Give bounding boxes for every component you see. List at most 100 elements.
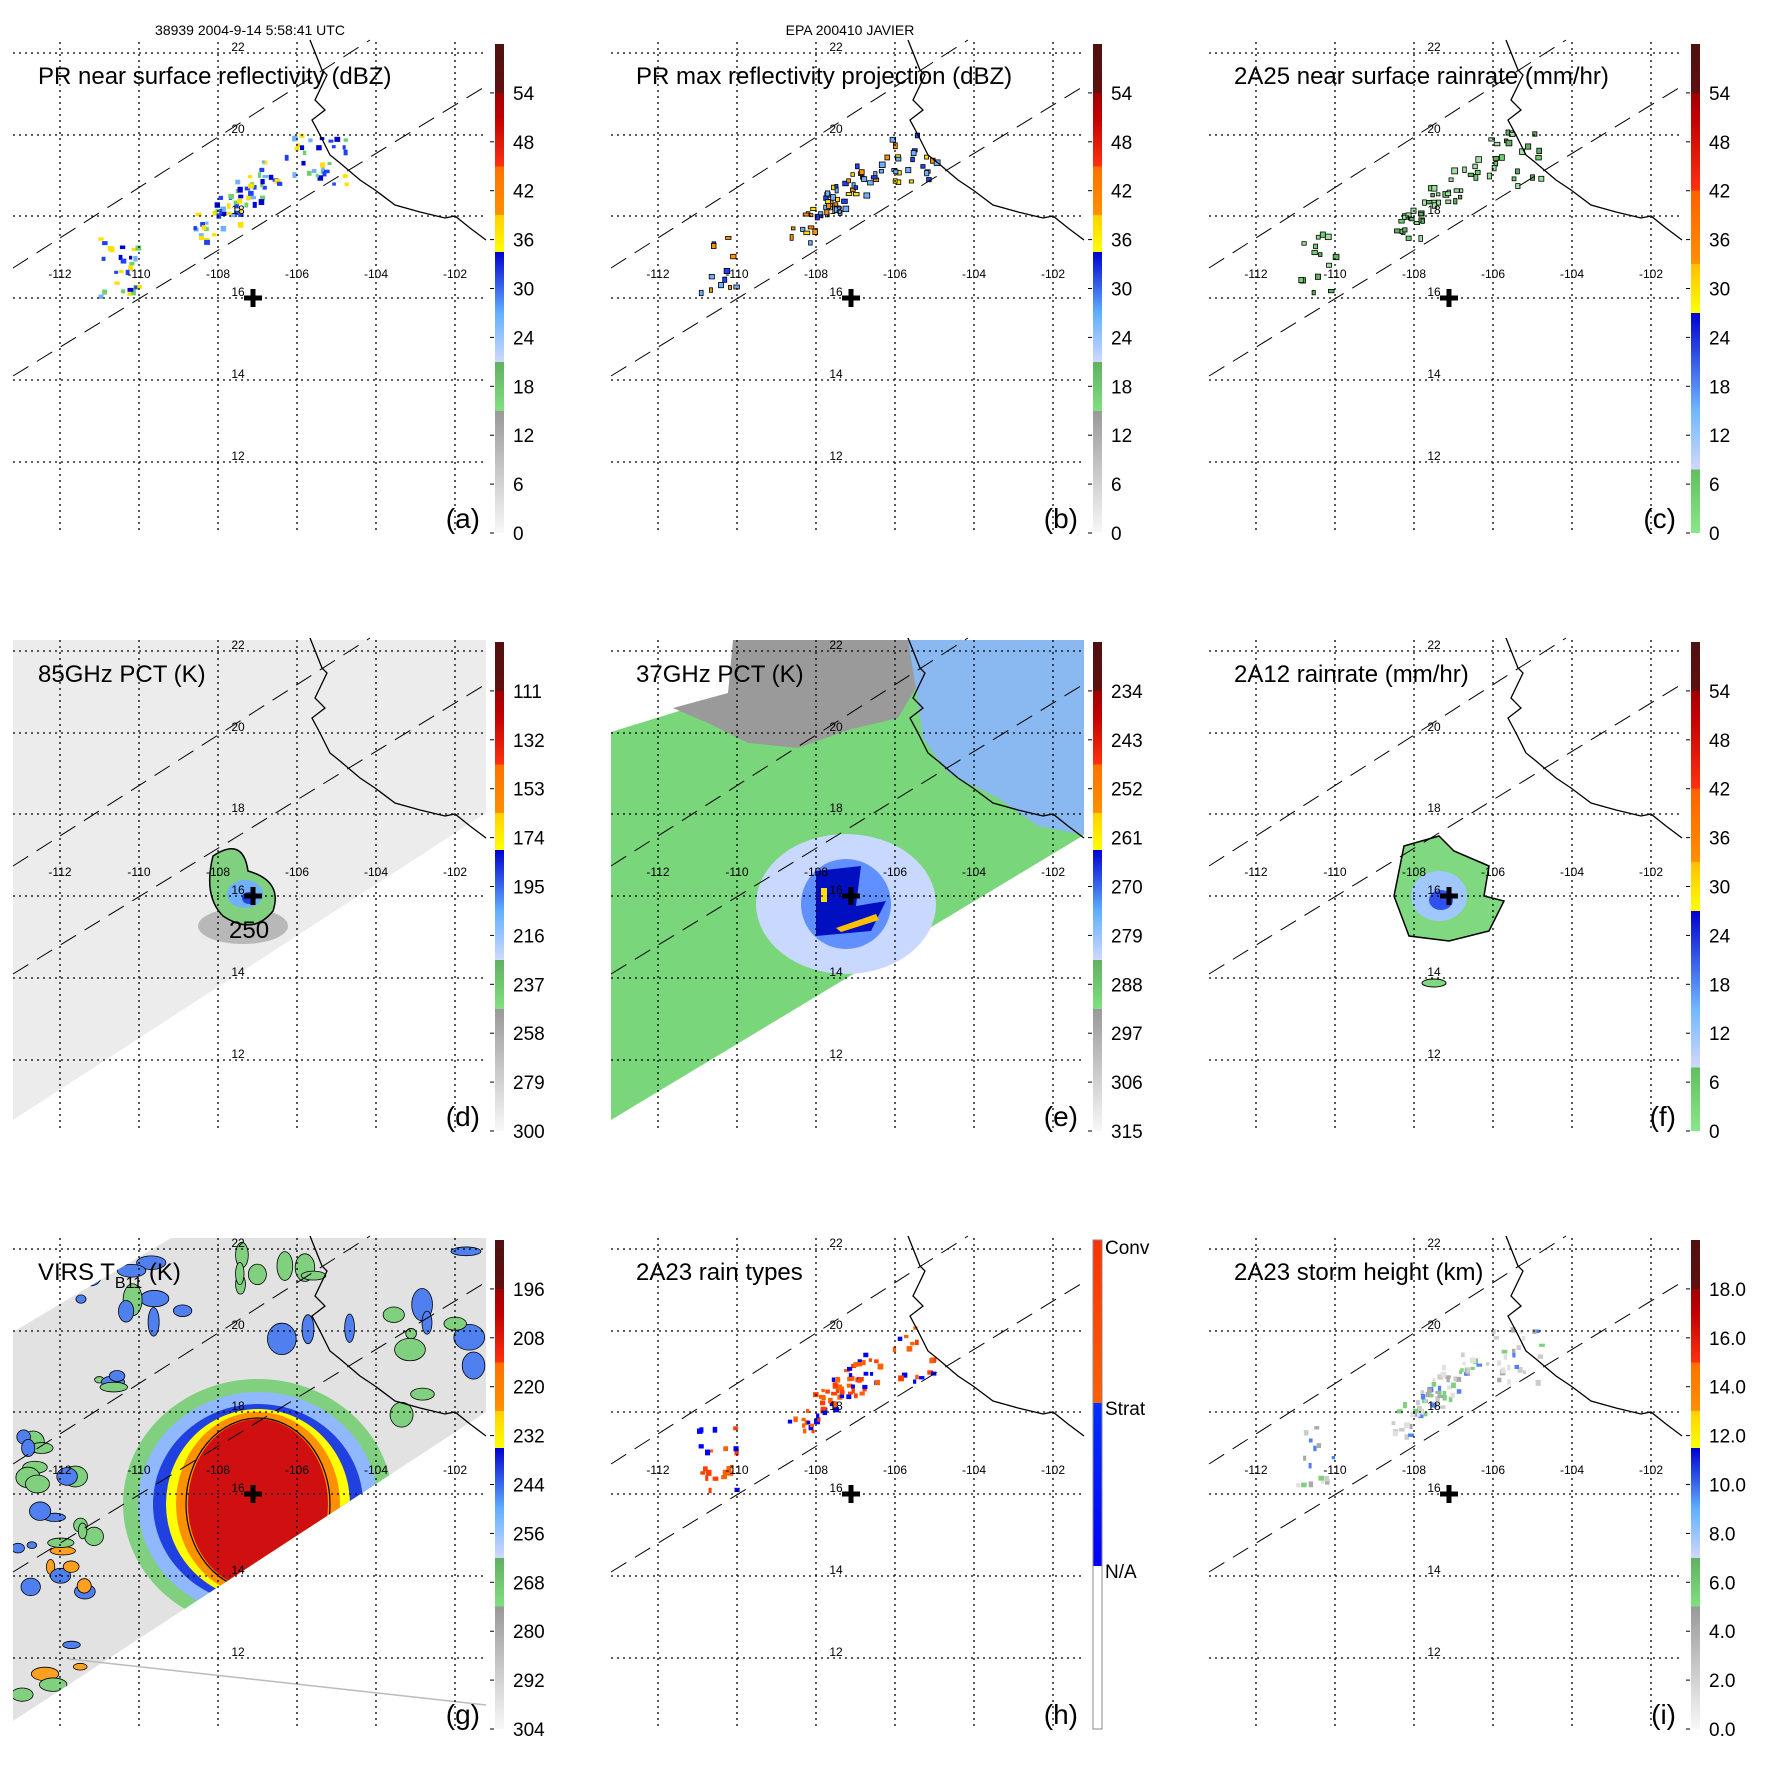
colorbar-label: 54 [1709, 84, 1731, 105]
coastline [907, 39, 1085, 241]
precip-pixel [212, 233, 217, 237]
precip-pixel [1442, 1394, 1447, 1401]
precip-pixel [1505, 139, 1513, 147]
colorbar-label: 0 [1709, 1122, 1720, 1143]
precip-pixel [848, 1391, 854, 1395]
precip-pixel [814, 1418, 820, 1425]
cloud-cell [118, 1300, 135, 1323]
precip-pixel [712, 1476, 719, 1481]
storm-center-cross-icon [244, 1485, 262, 1503]
longitude-label: -110 [725, 865, 748, 879]
colorbar-label: 6 [513, 475, 524, 496]
panel-letter: (i) [1651, 1699, 1676, 1730]
coastline [1505, 39, 1683, 241]
precip-pixel [315, 173, 319, 178]
coastline [907, 637, 1085, 839]
cloud-cell [147, 1307, 160, 1337]
precip-pixel [299, 133, 305, 138]
precip-pixel [699, 1427, 704, 1433]
colorbar-label: 216 [513, 926, 545, 947]
precip-pixel [1332, 253, 1340, 261]
precip-pixel [1437, 1385, 1442, 1391]
longitude-label: -110 [127, 267, 150, 281]
latitude-label: 22 [231, 1236, 245, 1250]
precip-pixel [1461, 1352, 1465, 1358]
precip-pixel [825, 1389, 830, 1394]
precip-pixel [819, 1394, 825, 1399]
precip-pixel [1324, 1476, 1330, 1482]
precip-pixel [835, 1377, 841, 1383]
colorbar [495, 44, 504, 533]
precip-pixel [831, 1391, 838, 1396]
colorbar-label: 315 [1111, 1122, 1143, 1143]
precip-pixel [1315, 234, 1321, 240]
precip-pixel [842, 205, 850, 213]
precip-pixel [838, 1386, 845, 1391]
precip-pixel [1535, 1329, 1540, 1334]
pr-swath-edge [610, 683, 1085, 975]
colorbar-label: 30 [513, 280, 534, 301]
precip-pixel [1431, 184, 1438, 192]
precip-pixel [1503, 1354, 1507, 1360]
precip-pixel [851, 1388, 855, 1394]
precip-pixel [924, 154, 929, 160]
precip-pixel [1501, 1349, 1508, 1354]
latitude-label: 16 [231, 285, 245, 299]
colorbar-label: 18 [1709, 377, 1730, 398]
cloud-cell [62, 1640, 81, 1649]
colorbar-label: 24 [1709, 328, 1731, 349]
precip-pixel [1311, 289, 1316, 296]
precip-pixel [707, 1449, 714, 1453]
storm-center-cross-icon [1440, 1485, 1458, 1503]
longitude-label: -106 [285, 865, 309, 879]
cloud-cell [247, 1263, 267, 1285]
panel-letter: (f) [1650, 1101, 1676, 1132]
precip-pixel [1453, 188, 1460, 193]
precip-pixel [261, 160, 265, 164]
latitude-label: 16 [829, 285, 843, 299]
precip-pixel [259, 167, 265, 173]
latitude-label: 22 [829, 1236, 843, 1250]
pr-swath-edge [610, 85, 1085, 377]
cloud-cell [394, 1337, 426, 1362]
latitude-label: 14 [829, 1563, 843, 1577]
precip-pixel [244, 202, 249, 208]
pr-swath-edge [12, 85, 487, 377]
precip-pixel [1301, 1482, 1307, 1488]
precip-pixel [246, 195, 251, 201]
precip-pixel [1472, 163, 1478, 170]
cloud-cell [267, 1322, 297, 1356]
precip-pixel [1492, 155, 1500, 161]
precip-pixel [260, 184, 264, 188]
precip-pixel [114, 281, 120, 285]
precip-pixel [1394, 228, 1401, 234]
panel-title-subscript: B11 [115, 1275, 142, 1292]
colorbar [495, 642, 504, 1131]
colorbar-label: 24 [513, 328, 535, 349]
panel-title-text: 2A23 storm height (km) [1234, 1259, 1483, 1286]
precip-pixel [133, 255, 138, 262]
precip-pixel [274, 178, 281, 184]
precip-pixel [1486, 1362, 1490, 1366]
panel-letter: (b) [1044, 503, 1078, 534]
precip-pixel [841, 198, 848, 204]
precip-pixel [1316, 1443, 1322, 1449]
panel-g: -112 -110 -108 -106 -104 -102 22 20 18 16 14 12 VIRS… [12, 1235, 545, 1741]
panel-letter: (c) [1643, 503, 1676, 534]
colorbar-label: Strat [1105, 1399, 1146, 1420]
precip-pixel [1315, 273, 1321, 280]
precip-pixel [728, 284, 732, 290]
panel-e: -112 -110 -108 -106 -104 -102 22 20 18 16 14 12 37GH… [610, 637, 1143, 1143]
panel-title-text: 37GHz PCT (K) [636, 661, 804, 688]
precip-pixel [829, 1401, 835, 1407]
pr-swath-edge [610, 1235, 969, 1465]
precip-pixel [1447, 1385, 1453, 1390]
precip-pixel [793, 1416, 798, 1422]
colorbar-label: 132 [513, 731, 545, 752]
precip-pixel [802, 1423, 806, 1428]
longitude-label: -106 [883, 865, 907, 879]
longitude-label: -102 [1639, 1463, 1663, 1477]
precip-pixel [1314, 1426, 1320, 1430]
latitude-label: 22 [829, 40, 843, 54]
latitude-label: 12 [1427, 449, 1441, 463]
